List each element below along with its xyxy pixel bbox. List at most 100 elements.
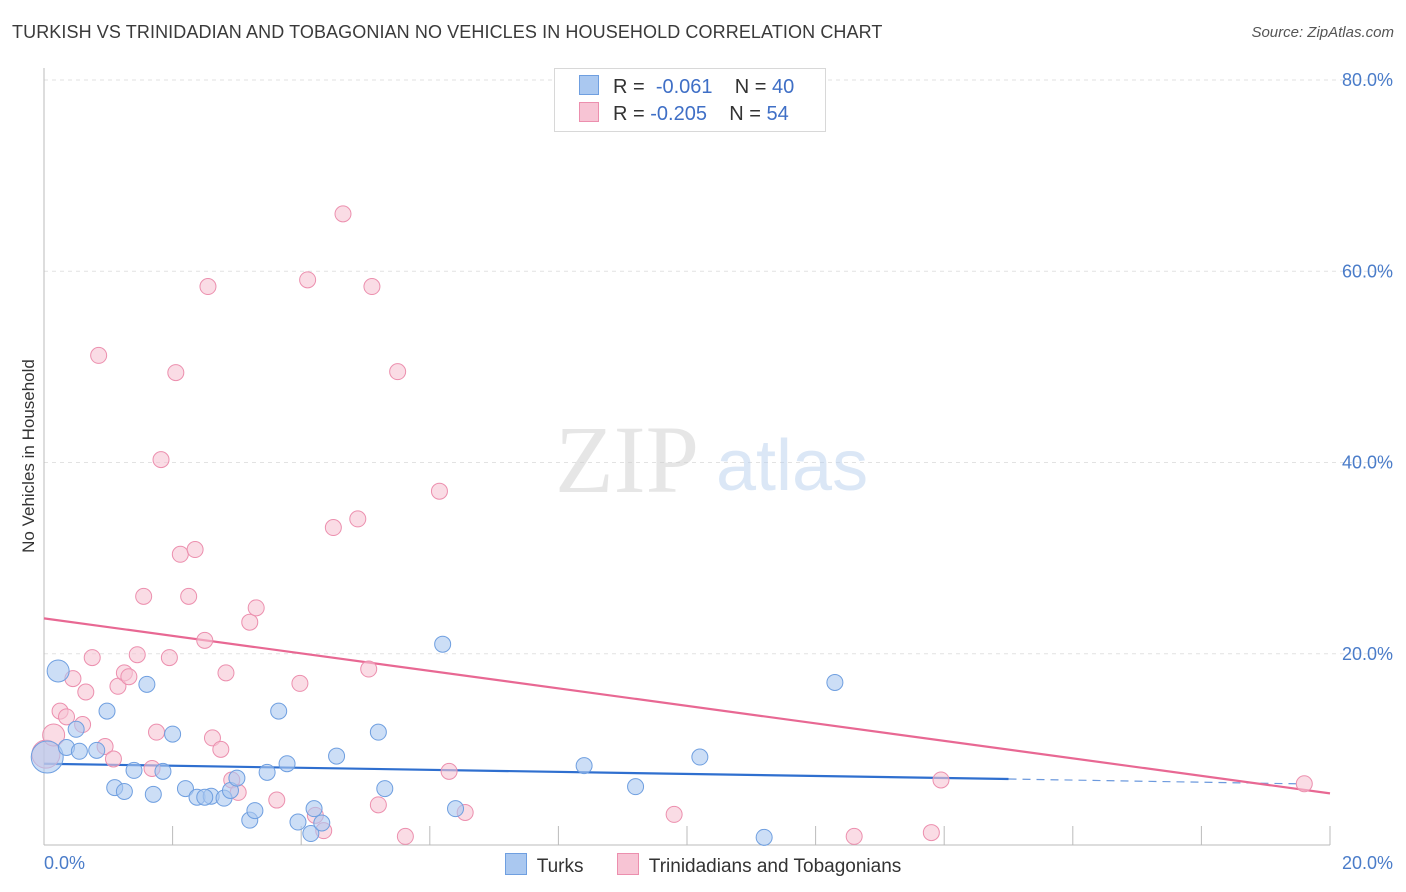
legend-n-label: N = [729, 103, 761, 125]
turks-point [691, 748, 709, 766]
legend-row-turks: R = -0.061 N = 40 [579, 75, 794, 101]
turks-point [278, 755, 296, 773]
turks-point [434, 635, 452, 653]
turks-point [138, 675, 156, 693]
trinidadian-point [203, 729, 221, 747]
turks-point [826, 673, 844, 691]
y-axis-label: No Vehicles in Household [19, 359, 38, 553]
tick-labels: 20.0% 40.0% 60.0% 80.0% 0.0% 20.0% [44, 70, 1393, 873]
trinidadian-point [334, 205, 352, 223]
turks-point [164, 725, 182, 743]
turks-point [30, 740, 64, 774]
trinidadian-point [104, 750, 122, 768]
trinidadian-point [360, 660, 378, 678]
turks-point [144, 785, 162, 803]
chart-title: TURKISH VS TRINIDADIAN AND TOBAGONIAN NO… [12, 22, 883, 42]
trinidadian-point [363, 278, 381, 296]
source-label: Source: ZipAtlas.com [1251, 24, 1394, 41]
x-tick-label: 20.0% [1342, 853, 1393, 873]
watermark: ZIP atlas [555, 406, 868, 513]
legend-r-value: -0.061 [655, 76, 713, 98]
y-tick-label: 40.0% [1342, 453, 1393, 473]
turks-label: Turks [536, 856, 584, 877]
turks-swatch [504, 853, 527, 875]
trinidadian-point [665, 805, 683, 823]
turks-point [328, 747, 346, 765]
turks-point [376, 780, 394, 798]
trinidadian-point [217, 664, 235, 682]
turks-point [289, 813, 307, 831]
legend-swatch-turks [579, 75, 599, 95]
y-tick-label: 20.0% [1342, 644, 1393, 664]
y-tick-label: 80.0% [1342, 70, 1393, 90]
legend-n-value: 40 [772, 76, 795, 98]
trinidadian-point [396, 827, 414, 845]
trinidadian-point [186, 541, 204, 559]
trinidadian-point [160, 649, 178, 667]
trinidadian-point [148, 723, 166, 741]
turks-point [305, 800, 323, 818]
trinidadian-point [120, 668, 138, 686]
turks-point [627, 778, 645, 796]
x-tick-label: 0.0% [44, 853, 85, 873]
bottom-legend-trinidadians: Trinidadians and Tobagonians [616, 853, 902, 878]
turks-point [98, 702, 116, 720]
trinidadian-point [241, 613, 259, 631]
trinidadian-point [291, 674, 309, 692]
turks-point [447, 800, 465, 818]
legend-n-value: 54 [766, 103, 789, 125]
turks-trend-line [43, 762, 1009, 781]
trinidadian-point [922, 824, 940, 842]
turks-point [70, 742, 88, 760]
turks-point [302, 825, 320, 843]
trinidadian-point [77, 683, 95, 701]
turks-point [313, 814, 331, 832]
trinidadian-point [389, 363, 407, 381]
trinidadian-point [349, 510, 367, 528]
trinidadian-point [932, 771, 950, 789]
grid-lines [44, 79, 1392, 655]
turks-point [258, 763, 276, 781]
legend-r-value: -0.205 [650, 103, 707, 125]
trinidadian-point [58, 708, 76, 726]
trinidadian-point [369, 796, 387, 814]
turks-point [125, 761, 143, 779]
trinidadian-point [152, 451, 170, 469]
trinidadian-point [247, 599, 265, 617]
turks-point [196, 788, 214, 806]
turks-point [115, 782, 133, 800]
y-tick-label: 60.0% [1342, 261, 1393, 281]
trinidadian-point [199, 278, 217, 296]
data-points [30, 205, 1313, 846]
trinidadians-swatch [616, 853, 639, 875]
turks-point [246, 802, 264, 820]
trinidadian-point [128, 646, 146, 664]
watermark-atlas: atlas [716, 426, 868, 506]
trinidadian-point [212, 740, 230, 758]
legend-r-label: R = [613, 103, 645, 125]
trinidadian-point [171, 545, 189, 563]
trinidadian-point [299, 271, 317, 289]
turks-point [755, 828, 773, 846]
trinidadian-point [135, 587, 153, 605]
trinidadian-point [180, 587, 198, 605]
watermark-zip: ZIP [555, 406, 699, 513]
legend-row-trinidadians: R = -0.205 N = 54 [579, 102, 789, 128]
legend-swatch-trinidadians [579, 102, 599, 122]
trinidadian-point [268, 791, 286, 809]
turks-point [228, 769, 246, 787]
turks-point [154, 762, 172, 780]
turks-point [176, 780, 194, 798]
turks-point [270, 702, 288, 720]
legend: R = -0.061 N = 40 R = -0.205 N = 54 [554, 68, 826, 132]
turks-point [88, 741, 106, 759]
trinidadian-point [845, 827, 863, 845]
turks-point [575, 757, 593, 775]
trinidadian-point [324, 519, 342, 537]
trinidadians-label: Trinidadians and Tobagonians [648, 856, 902, 877]
legend-n-label: N = [734, 76, 767, 98]
turks-point [67, 720, 85, 738]
bottom-legend-turks: Turks [504, 853, 584, 878]
legend-r-label: R = [613, 76, 645, 98]
